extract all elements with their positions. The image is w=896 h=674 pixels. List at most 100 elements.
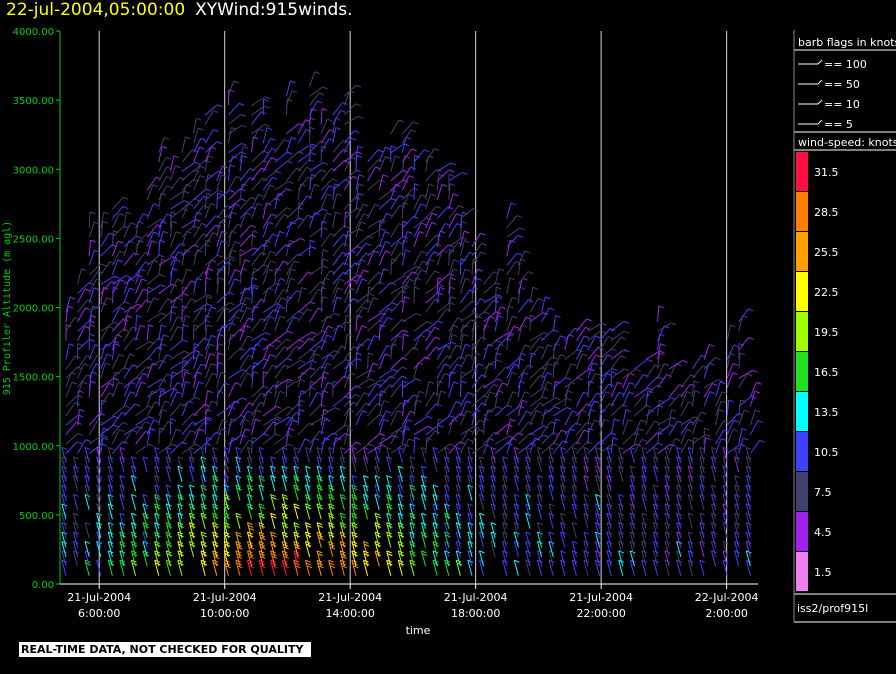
wind-barb-flag (314, 183, 320, 187)
wind-barb (506, 234, 519, 248)
wind-barb-flag (497, 315, 504, 319)
speed-swatch (796, 392, 808, 431)
wind-barb (281, 447, 287, 464)
wind-barb (130, 456, 137, 473)
wind-barb (343, 362, 349, 379)
wind-barb-flag (356, 357, 362, 361)
wind-barb-flag (339, 278, 345, 282)
wind-barb (344, 115, 359, 125)
wind-barb-flag (464, 230, 470, 234)
wind-barb (409, 560, 415, 576)
wind-barb (459, 392, 469, 407)
wind-barb (309, 140, 321, 154)
wind-barb (448, 334, 453, 351)
wind-barb-flag (421, 512, 427, 516)
wind-barb (606, 447, 612, 464)
wind-barb (100, 415, 115, 426)
wind-barb-flag (653, 446, 659, 450)
wind-barb-flag (252, 437, 258, 440)
wind-barb (227, 241, 236, 257)
wind-barb-flag (65, 324, 72, 328)
wind-barb (409, 466, 415, 482)
wind-barb (374, 531, 380, 548)
wind-barb-flag (89, 333, 95, 337)
wind-barb-flag (465, 343, 471, 347)
wind-barb (328, 456, 334, 473)
wind-barb (401, 148, 413, 163)
wind-barb (61, 560, 67, 576)
wind-barb-flag (236, 515, 242, 519)
wind-barb-flag (194, 396, 201, 400)
wind-barb-flag (514, 559, 520, 563)
wind-barb (84, 541, 90, 558)
wind-barb-flag (607, 354, 613, 358)
wind-barb (722, 447, 728, 464)
wind-barb-flag (466, 400, 472, 404)
wind-barb (274, 406, 289, 417)
wind-barb (216, 292, 230, 304)
quality-notice: REAL-TIME DATA, NOT CHECKED FOR QUALITY (19, 642, 312, 657)
wind-barb-flag (391, 302, 398, 306)
wind-barb (517, 411, 527, 426)
wind-barb-flag (258, 128, 264, 132)
wind-barb (123, 211, 127, 228)
wind-barb (200, 541, 206, 558)
wind-barb (506, 297, 513, 313)
wind-barb (529, 387, 544, 398)
wind-barb (169, 155, 175, 172)
wind-barb (645, 405, 659, 417)
wind-barb (204, 203, 211, 219)
wind-barb (262, 184, 271, 200)
wind-barb-flag (219, 221, 226, 225)
wind-barb (436, 355, 447, 370)
wind-barb (309, 289, 319, 304)
wind-barb-flag (756, 381, 762, 385)
wind-barb (274, 330, 288, 342)
wind-barb (72, 456, 79, 473)
wind-barb-flag (160, 312, 166, 316)
wind-barb-flag (730, 352, 736, 356)
wind-barb (227, 249, 233, 266)
wind-barb (286, 310, 299, 323)
wind-barb (691, 390, 696, 407)
wind-barb (664, 456, 670, 473)
wind-barb (130, 541, 137, 558)
wind-barb (401, 129, 412, 144)
wind-barb-flag (401, 366, 408, 370)
wind-barb (738, 369, 753, 379)
wind-barb-flag (118, 381, 124, 385)
wind-barb (409, 522, 415, 539)
wind-barb (676, 522, 682, 539)
wind-barb-flag (630, 465, 636, 469)
wind-barb (467, 475, 473, 492)
wind-barb-flag (415, 312, 422, 316)
wind-barb (471, 353, 477, 369)
wind-barb (459, 211, 464, 228)
wind-barb (274, 316, 281, 332)
wind-barb (328, 513, 334, 529)
wind-barb-flag (607, 336, 614, 340)
wind-barb-flag (89, 338, 95, 342)
wind-barb (571, 550, 577, 567)
wind-barb-flag (410, 129, 417, 133)
wind-barb-flag (244, 259, 251, 263)
title-date: 22-jul-2004,05:00:00 (6, 0, 186, 20)
wind-barb (413, 261, 423, 276)
wind-barb (100, 399, 103, 416)
wind-barb (158, 421, 169, 435)
wind-barb (61, 456, 67, 473)
wind-barb (355, 343, 360, 360)
wind-barb (397, 550, 403, 567)
wind-barb (641, 447, 647, 464)
wind-barb-flag (422, 553, 428, 557)
wind-barb (536, 522, 543, 539)
wind-barb (541, 421, 552, 435)
y-tick-label: 0.00 (32, 580, 54, 591)
wind-barb (309, 184, 315, 200)
wind-barb-flag (282, 260, 289, 264)
wind-barb-flag (329, 562, 335, 566)
wind-barb (262, 260, 272, 276)
wind-barb (571, 503, 577, 520)
wind-barb-flag (705, 434, 711, 437)
wind-barb-flag (585, 326, 591, 330)
